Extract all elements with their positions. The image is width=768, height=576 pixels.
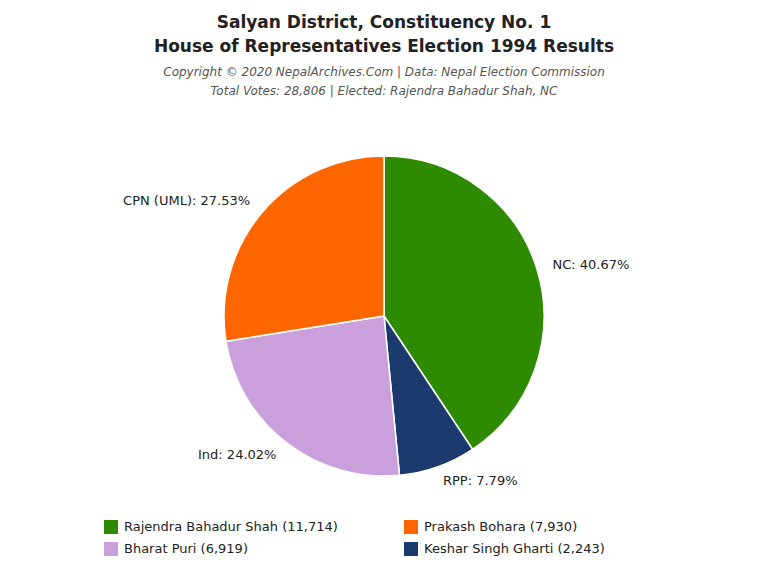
legend-item: Bharat Puri (6,919) [104, 541, 248, 557]
data-label: Ind: 24.02% [198, 447, 276, 462]
title: House of Representatives Election 1994 R… [154, 36, 614, 56]
chart: Salyan District, Constituency No. 1 House… [0, 0, 768, 576]
data-label: CPN (UML): 27.53% [123, 193, 250, 208]
legend-swatch [104, 520, 118, 534]
legend-swatch [104, 542, 118, 556]
legend-item: Prakash Bohara (7,930) [404, 519, 577, 535]
legend-label: Prakash Bohara (7,930) [424, 519, 577, 534]
legend-label: Rajendra Bahadur Shah (11,714) [124, 519, 338, 534]
legend: Rajendra Bahadur Shah (11,714) Prakash Bo… [104, 519, 605, 557]
legend-label: Bharat Puri (6,919) [124, 541, 248, 556]
legend-item: Rajendra Bahadur Shah (11,714) [104, 519, 338, 535]
legend-label: Keshar Singh Gharti (2,243) [424, 541, 605, 556]
subtitle: Total Votes: 28,806 | Elected: Rajendra … [211, 84, 559, 98]
pie [224, 156, 544, 476]
data-label: RPP: 7.79% [443, 473, 518, 488]
data-labels: NC: 40.67% RPP: 7.79% Ind: 24.02% CPN (UML)… [123, 193, 629, 488]
legend-item: Keshar Singh Gharti (2,243) [404, 541, 605, 557]
subtitle: Copyright © 2020 NepalArchives.Com | Dat… [163, 65, 605, 79]
legend-swatch [404, 542, 418, 556]
data-label: NC: 40.67% [552, 257, 629, 272]
title: Salyan District, Constituency No. 1 [217, 12, 551, 32]
pie-slice [224, 156, 384, 341]
legend-swatch [404, 520, 418, 534]
